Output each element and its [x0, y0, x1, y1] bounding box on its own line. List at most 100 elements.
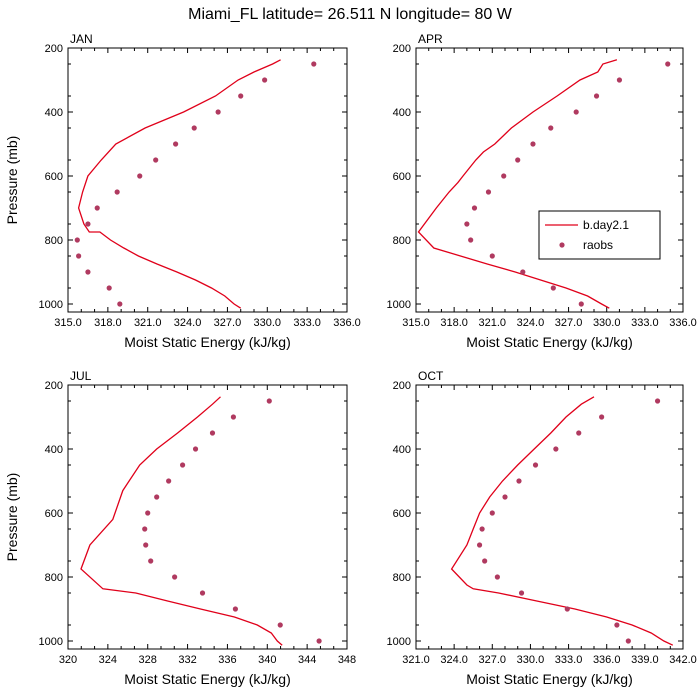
y-tick-label: 800 [393, 572, 411, 584]
data-point-obs [489, 510, 495, 516]
plot-frame [67, 384, 348, 650]
y-tick-label: 200 [393, 380, 411, 392]
x-tick-label: 328 [139, 654, 157, 666]
data-point-obs [516, 478, 522, 484]
x-tick-label: 327.0 [479, 654, 507, 666]
x-axis-title: Moist Static Energy (kJ/kg) [466, 671, 633, 687]
series-line-model [77, 59, 281, 309]
data-point-obs [311, 61, 317, 67]
plot-frame [415, 384, 684, 650]
data-point-obs [106, 285, 112, 291]
data-point-obs [548, 125, 554, 131]
y-tick-label: 600 [393, 171, 411, 183]
data-point-obs [277, 622, 283, 628]
data-point-obs [625, 638, 631, 644]
data-point-obs [230, 414, 237, 420]
data-point-obs [599, 414, 605, 420]
x-tick-label: 327.0 [214, 317, 242, 329]
y-tick-label: 1000 [387, 636, 411, 648]
data-point-obs [117, 301, 123, 307]
panel-jul: JUL 320 324 328 332 336 340 344 348 200 400 600 800 1… [4, 369, 356, 687]
plot-frame [67, 47, 348, 313]
x-tick-label: 330.0 [254, 317, 282, 329]
y-axis-title: Pressure (mb) [4, 473, 20, 562]
data-point-obs [573, 109, 579, 115]
y-tick-label: 200 [45, 380, 63, 392]
data-point-obs [471, 205, 478, 211]
y-tick-label: 800 [45, 235, 63, 247]
panel-oct: OCT 321.0 324.0 327.0 330.0 333.0 336.0 339.0 34… [387, 369, 697, 687]
data-point-obs [576, 430, 582, 436]
x-tick-label: 320 [59, 654, 77, 666]
data-point-obs [137, 173, 143, 179]
x-tick-label: 336.0 [593, 654, 621, 666]
panel-apr: APR 315.0 318.0 321.0 324.0 327.0 330.0 333.0 33… [387, 32, 697, 350]
data-point-obs [154, 494, 160, 500]
data-point-obs [209, 430, 216, 436]
data-point-obs [266, 398, 272, 404]
data-point-obs [199, 590, 206, 596]
data-point-obs [593, 93, 600, 99]
data-point-obs [578, 301, 584, 307]
y-tick-label: 400 [393, 107, 411, 119]
x-tick-label: 324 [99, 654, 117, 666]
data-point-obs [145, 510, 151, 516]
data-point-obs [494, 574, 500, 580]
panel-label: JAN [70, 32, 93, 46]
panel-label: JUL [70, 369, 92, 383]
data-point-obs [485, 189, 492, 195]
x-tick-label: 321.0 [479, 317, 507, 329]
y-tick-label: 600 [45, 171, 63, 183]
data-point-obs [564, 606, 570, 612]
y-tick-label: 1000 [387, 299, 411, 311]
data-point-obs [316, 638, 322, 644]
x-tick-label: 321.0 [402, 654, 430, 666]
y-tick-label: 800 [393, 235, 411, 247]
x-tick-label: 315.0 [54, 317, 82, 329]
x-tick-label: 318.0 [440, 317, 468, 329]
data-point-obs [464, 221, 470, 227]
x-axis-title: Moist Static Energy (kJ/kg) [124, 671, 291, 687]
y-tick-label: 200 [393, 43, 411, 55]
data-point-obs [468, 237, 474, 243]
data-point-obs [520, 269, 526, 275]
x-tick-label: 333.0 [631, 317, 659, 329]
data-point-obs [530, 141, 536, 147]
data-point-obs [179, 462, 186, 468]
data-point-obs [518, 590, 525, 596]
data-point-obs [143, 542, 149, 548]
y-tick-label: 200 [45, 43, 63, 55]
x-tick-label: 348 [338, 654, 356, 666]
data-point-obs [654, 398, 661, 404]
data-point-obs [489, 253, 495, 259]
data-point-obs [616, 77, 623, 83]
data-point-obs [614, 622, 620, 628]
data-point-obs [172, 574, 178, 580]
data-point-obs [215, 109, 221, 115]
data-point-obs [553, 446, 559, 452]
data-point-obs [85, 269, 91, 275]
y-tick-label: 1000 [39, 299, 63, 311]
data-point-obs [76, 253, 82, 259]
y-tick-label: 800 [45, 572, 63, 584]
x-tick-label: 333.0 [293, 317, 321, 329]
data-point-obs [515, 157, 521, 163]
data-point-obs [550, 285, 556, 291]
data-point-obs [94, 205, 100, 211]
y-tick-label: 400 [45, 444, 63, 456]
series-line-model [450, 396, 674, 646]
y-tick-label: 600 [45, 508, 63, 520]
x-tick-label: 327.0 [555, 317, 583, 329]
data-point-obs [482, 558, 488, 564]
x-tick-label: 318.0 [94, 317, 122, 329]
data-point-obs [232, 606, 238, 612]
x-tick-label: 330.0 [593, 317, 621, 329]
x-tick-label: 339.0 [631, 654, 659, 666]
x-tick-label: 332 [178, 654, 196, 666]
series-line-model [80, 396, 283, 646]
x-tick-label: 344 [298, 654, 316, 666]
data-point-obs [501, 173, 507, 179]
x-tick-label: 336.0 [333, 317, 361, 329]
series-line-model [417, 59, 618, 309]
